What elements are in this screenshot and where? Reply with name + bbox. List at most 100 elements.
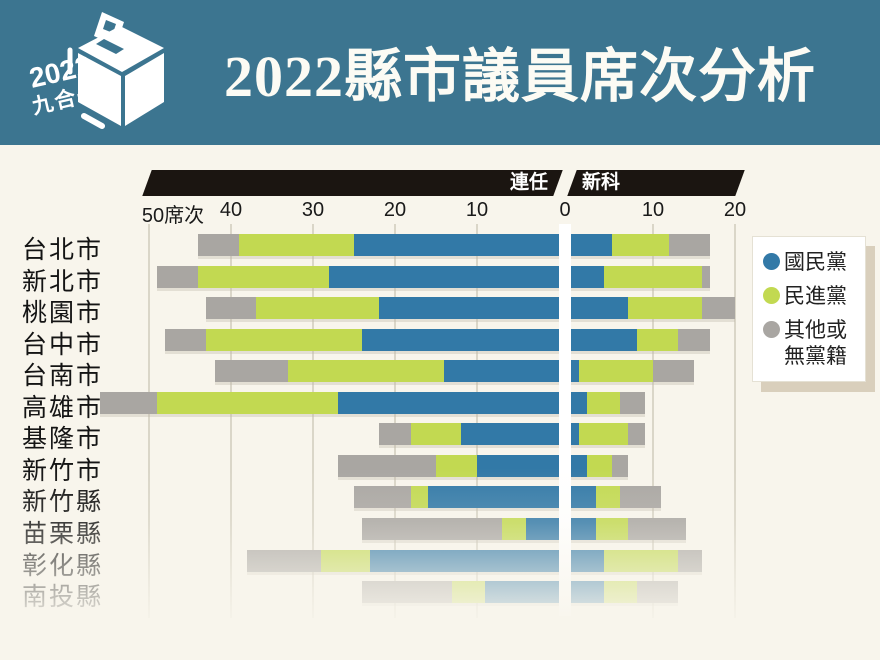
incumbent-segment-kmt bbox=[337, 391, 559, 414]
incumbent-bar bbox=[354, 486, 559, 509]
incumbent-segment-dpp bbox=[411, 423, 461, 446]
legend-label-kmt: 國民黨 bbox=[784, 250, 847, 274]
incumbent-segment-other bbox=[247, 549, 322, 572]
new-elected-segment-other bbox=[677, 549, 703, 572]
gridline bbox=[476, 224, 478, 618]
incumbent-segment-other bbox=[206, 297, 256, 320]
incumbent-bar bbox=[165, 328, 559, 351]
incumbent-segment-other bbox=[362, 581, 453, 604]
new-elected-segment-other bbox=[677, 328, 711, 351]
legend-label-other: 其他或 無黨籍 bbox=[784, 318, 847, 368]
new-elected-bar bbox=[571, 265, 711, 288]
incumbent-segment-kmt bbox=[427, 486, 559, 509]
incumbent-segment-kmt bbox=[354, 234, 559, 256]
new-elected-segment-dpp bbox=[595, 486, 621, 509]
incumbent-bar bbox=[157, 265, 559, 288]
incumbent-segment-dpp bbox=[321, 549, 371, 572]
new-elected-segment-other bbox=[620, 486, 662, 509]
incumbent-bar bbox=[198, 234, 559, 256]
row-label: 桃園市 bbox=[22, 300, 104, 328]
gridline bbox=[148, 224, 150, 618]
incumbent-segment-other bbox=[362, 517, 502, 540]
new-elected-segment-kmt bbox=[571, 549, 604, 572]
new-elected-segment-dpp bbox=[595, 517, 629, 540]
incumbent-segment-dpp bbox=[452, 581, 486, 604]
new-elected-segment-kmt bbox=[571, 486, 596, 509]
incumbent-segment-dpp bbox=[411, 486, 428, 509]
axis-tick-label: 20 bbox=[723, 199, 747, 221]
incumbent-segment-kmt bbox=[477, 454, 559, 477]
new-elected-bar bbox=[571, 581, 678, 604]
new-elected-segment-kmt bbox=[571, 265, 604, 288]
new-elected-segment-kmt bbox=[571, 517, 596, 540]
axis-tick-label: 30 bbox=[301, 199, 325, 221]
kmt-color-dot bbox=[763, 253, 780, 270]
incumbent-bar bbox=[362, 517, 559, 540]
new-elected-bar bbox=[571, 423, 645, 446]
new-elected-segment-dpp bbox=[603, 581, 637, 604]
incumbent-segment-other bbox=[198, 234, 240, 256]
new-elected-segment-kmt bbox=[571, 454, 588, 477]
new-elected-segment-other bbox=[611, 454, 629, 477]
new-elected-bar bbox=[571, 391, 645, 414]
new-elected-bar bbox=[571, 328, 711, 351]
gridline bbox=[312, 224, 314, 618]
incumbent-segment-other bbox=[157, 265, 199, 288]
row-label: 台中市 bbox=[22, 331, 104, 359]
new-elected-segment-dpp bbox=[587, 391, 621, 414]
page-title: 2022縣市議員席次分析 bbox=[223, 44, 816, 109]
incumbent-segment-dpp bbox=[288, 360, 445, 383]
row-label: 新北市 bbox=[22, 268, 104, 296]
new-elected-segment-dpp bbox=[636, 328, 678, 351]
newcomer-banner-label: 新科 bbox=[582, 172, 621, 193]
new-elected-segment-kmt bbox=[571, 328, 637, 351]
dpp-color-dot bbox=[763, 287, 780, 304]
incumbent-segment-dpp bbox=[255, 297, 379, 320]
incumbent-segment-dpp bbox=[198, 265, 330, 288]
new-elected-bar bbox=[571, 297, 735, 320]
new-elected-segment-other bbox=[652, 360, 694, 383]
new-elected-segment-dpp bbox=[579, 423, 629, 446]
legend-label-dpp: 民進黨 bbox=[784, 284, 847, 308]
new-elected-segment-other bbox=[628, 517, 686, 540]
new-elected-segment-other bbox=[669, 234, 711, 256]
incumbent-segment-other bbox=[214, 360, 289, 383]
incumbent-segment-other bbox=[165, 328, 207, 351]
legend-box: 國民黨 民進黨 其他或 無黨籍 bbox=[752, 236, 866, 382]
incumbent-bar bbox=[247, 549, 559, 572]
new-elected-bar bbox=[571, 517, 686, 540]
axis-tick-label: 0 bbox=[559, 199, 571, 221]
incumbent-bar bbox=[206, 297, 559, 320]
gridline bbox=[652, 224, 654, 618]
legend-item-other: 其他或 無黨籍 bbox=[763, 317, 857, 369]
new-elected-segment-dpp bbox=[603, 549, 678, 572]
axis-tick-label: 50席次 bbox=[141, 205, 205, 227]
new-elected-segment-other bbox=[628, 423, 645, 446]
new-elected-bar bbox=[571, 486, 662, 509]
incumbent-segment-kmt bbox=[526, 517, 559, 540]
new-elected-segment-other bbox=[620, 391, 645, 414]
row-label: 台南市 bbox=[22, 363, 104, 391]
incumbent-segment-dpp bbox=[239, 234, 354, 256]
row-label: 高雄市 bbox=[22, 394, 104, 422]
new-elected-segment-other bbox=[702, 265, 711, 288]
new-elected-segment-dpp bbox=[612, 234, 670, 256]
incumbent-segment-kmt bbox=[378, 297, 559, 320]
new-elected-segment-kmt bbox=[571, 234, 612, 256]
new-elected-bar bbox=[571, 454, 629, 477]
incumbent-segment-dpp bbox=[436, 454, 477, 477]
new-elected-bar bbox=[571, 549, 703, 572]
incumbent-segment-dpp bbox=[206, 328, 363, 351]
row-label: 南投縣 bbox=[22, 584, 104, 612]
new-elected-bar bbox=[571, 360, 694, 383]
new-elected-segment-other bbox=[636, 581, 678, 604]
incumbent-bar bbox=[337, 454, 559, 477]
axis-tick-label: 40 bbox=[219, 199, 243, 221]
new-elected-segment-dpp bbox=[579, 360, 653, 383]
incumbent-segment-other bbox=[378, 423, 412, 446]
new-elected-segment-dpp bbox=[628, 297, 703, 320]
incumbent-segment-kmt bbox=[370, 549, 559, 572]
incumbent-bar bbox=[362, 581, 559, 604]
incumbent-segment-other bbox=[99, 391, 158, 414]
